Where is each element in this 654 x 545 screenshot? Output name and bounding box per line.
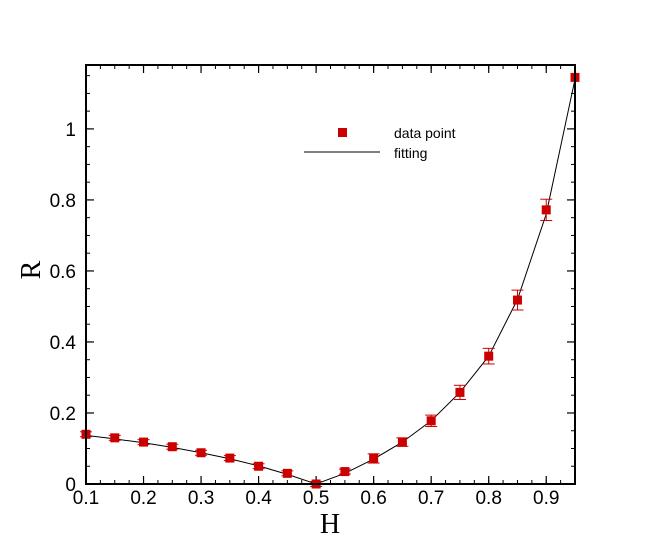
data-point [139,437,149,447]
fitting-line [85,79,576,485]
data-point [455,387,465,397]
legend-label-fitting: fitting [394,145,427,161]
x-tick-label: 0.6 [360,488,386,509]
legend-label-data-point: data point [394,125,456,141]
data-point [225,453,235,463]
y-axis-title: R [16,260,47,279]
x-tick-label: 0.1 [73,488,99,509]
data-point [484,351,494,361]
y-tick-label: 0.6 [50,262,76,283]
x-tick-label: 0.5 [303,488,329,509]
x-tick-label: 0.3 [188,488,214,509]
y-tick-label: 0.8 [50,191,76,212]
legend-marker-data-point [338,128,347,137]
data-point [340,467,350,477]
x-tick-label: 0.8 [475,488,501,509]
data-point [254,461,264,471]
x-tick-label: 0.9 [533,488,559,509]
y-tick-label: 0.2 [50,404,76,425]
data-point [282,468,292,478]
plot-frame [85,64,576,485]
tick-labels: 0.1 0.2 0.3 0.4 0.5 0.6 0.7 0.8 0.9 0 0.2 0.4 0.6 0.8… [50,120,560,509]
x-tick-label: 0.4 [245,488,272,509]
y-tick-label: 0.4 [50,333,77,354]
x-tick-label: 0.7 [418,488,444,509]
y-tick-label: 1 [65,120,76,141]
data-point [397,437,407,447]
axis-ticks [85,65,576,485]
data-point [196,448,206,458]
data-point [512,295,522,305]
data-point [369,453,379,463]
plot-series [80,72,580,489]
y-tick-label: 0 [65,475,76,496]
data-point [167,442,177,452]
x-tick-label: 0.2 [130,488,156,509]
legend: data point fitting [304,125,456,161]
data-point [541,205,551,215]
x-axis-title: H [320,509,340,540]
data-point [110,433,120,443]
data-point [426,416,436,426]
